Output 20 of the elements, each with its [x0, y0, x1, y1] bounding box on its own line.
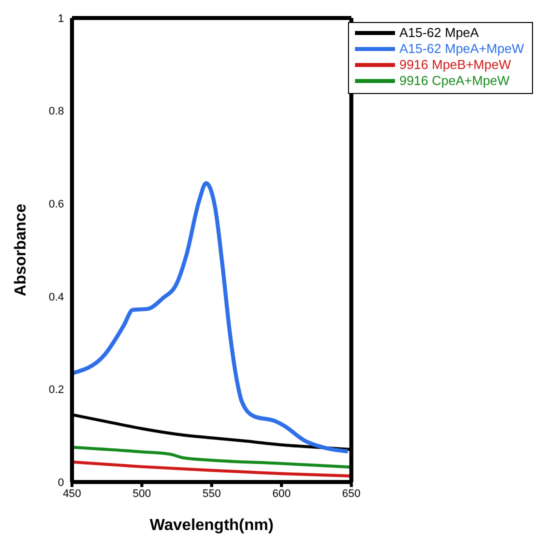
y-tick-label: 0.4	[48, 291, 64, 304]
x-tick-label: 500	[132, 488, 152, 500]
x-tick-label: 550	[202, 488, 221, 500]
legend-label: 9916 MpeB+MpeW	[399, 57, 511, 73]
y-tick-label: 0.8	[48, 106, 64, 118]
line-series	[72, 446, 352, 469]
x-axis-title: Wavelength(nm)	[150, 517, 274, 534]
line-series	[72, 460, 352, 478]
legend-label: A15-62 MpeA	[399, 25, 479, 41]
x-tick-label: 450	[62, 488, 82, 500]
y-tick-label: 0.6	[48, 198, 64, 211]
y-tick-label: 0.2	[48, 384, 64, 396]
x-tick-label: 650	[342, 488, 361, 500]
x-tick-label: 600	[272, 488, 291, 500]
legend-label: A15-62 MpeA+MpeW	[399, 41, 524, 57]
y-tick-label: 1	[58, 12, 64, 25]
legend-label: 9916 CpeA+MpeW	[399, 73, 510, 89]
line-series	[72, 181, 350, 454]
y-axis-title: Absorbance	[12, 204, 30, 296]
y-tick-label: 0	[58, 476, 64, 489]
